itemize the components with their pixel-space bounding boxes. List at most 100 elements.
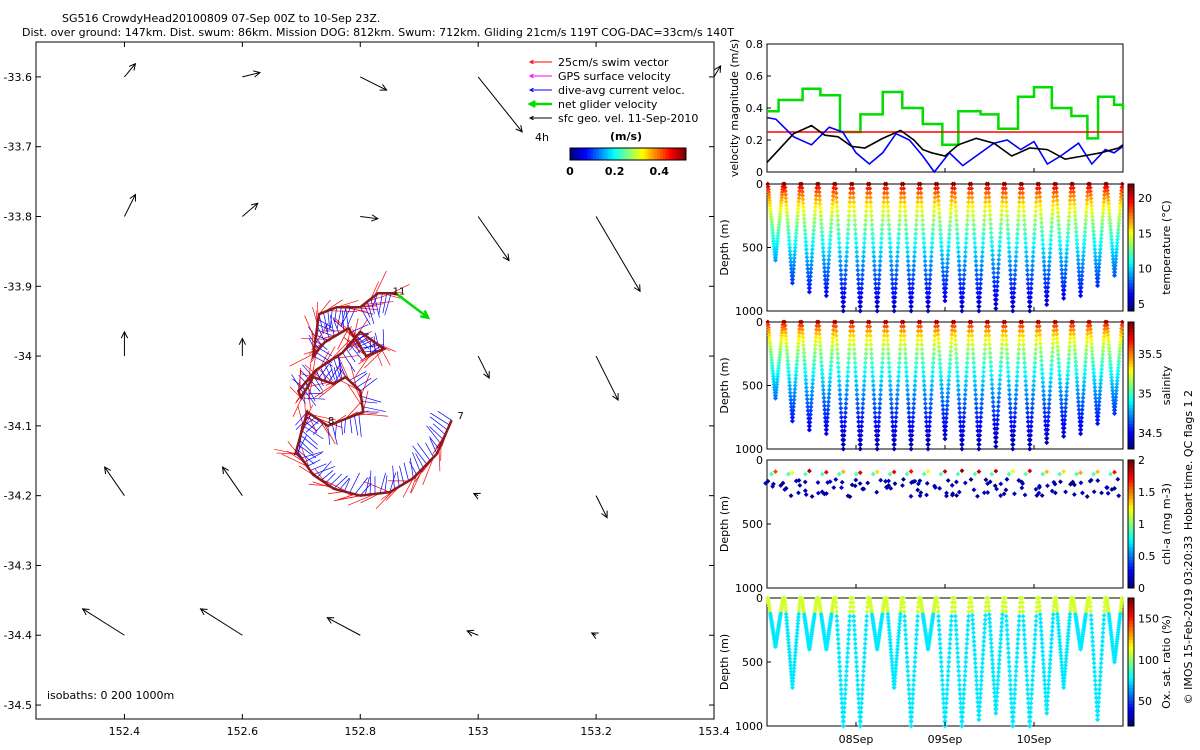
- profile-sample: [786, 369, 792, 374]
- profile-sample: [991, 266, 996, 271]
- profile-colorbar-cell: [1128, 543, 1134, 547]
- profile-sample: [1100, 345, 1106, 350]
- profile-sample: [825, 407, 831, 413]
- profile-sample: [790, 277, 796, 282]
- profile-sample: [1095, 413, 1101, 419]
- profile-sample: [785, 216, 790, 222]
- profile-sample: [1073, 363, 1079, 369]
- profile-sample: [911, 401, 917, 407]
- map-ytick-label: -33.7: [4, 141, 32, 154]
- profile-sample: [936, 618, 942, 624]
- profile-sample: [909, 709, 915, 715]
- profile-sample: [1078, 646, 1084, 652]
- dive-avg-current-vector: [340, 307, 347, 328]
- profile-sample: [1115, 627, 1121, 633]
- profile-sample: [855, 414, 861, 420]
- sfc-geo-vel-arrow: [477, 355, 490, 379]
- profile-colorbar-tick: 100: [1138, 654, 1159, 667]
- dive-avg-current-vector: [389, 472, 397, 493]
- profile-sample: [847, 613, 853, 619]
- profile-sample: [836, 655, 842, 660]
- map-xtick-label: 153: [468, 725, 489, 738]
- profile-sample: [801, 354, 807, 360]
- profile-sample: [863, 217, 869, 223]
- profile-colorbar-cell: [1128, 674, 1134, 679]
- profile-sample: [846, 346, 852, 352]
- profile-colorbar-cell: [1128, 196, 1134, 201]
- profile-sample: [828, 225, 834, 231]
- profile-sample: [986, 607, 992, 613]
- profile-sample: [1045, 483, 1050, 489]
- profile-sample: [921, 236, 927, 241]
- profile-sample: [1051, 328, 1057, 334]
- profile-sample: [782, 185, 788, 190]
- profile-sample: [1106, 207, 1112, 213]
- profile-sample: [1056, 364, 1062, 370]
- profile-colorbar-cell: [1128, 420, 1134, 425]
- profile-sample: [1109, 378, 1115, 384]
- profile-sample: [975, 493, 980, 499]
- legend-entry: 25cm/s swim vector: [558, 56, 669, 69]
- profile-sample: [787, 656, 793, 662]
- profile-sample: [1011, 294, 1017, 300]
- profile-sample: [857, 446, 863, 452]
- profile-sample: [999, 341, 1005, 347]
- profile-sample: [1002, 181, 1008, 187]
- profile-sample: [847, 333, 853, 339]
- profile-sample: [850, 324, 856, 329]
- profile-sample: [1019, 595, 1025, 601]
- profile-sample: [1039, 493, 1045, 498]
- profile-sample: [837, 254, 843, 259]
- dive-avg-current-vector: [344, 478, 351, 492]
- profile-sample: [844, 383, 850, 388]
- profile-sample: [894, 405, 899, 411]
- profile-sample: [913, 236, 918, 241]
- profile-sample: [962, 480, 968, 486]
- profile-sample: [1059, 267, 1065, 273]
- profile-sample: [852, 636, 858, 642]
- profile-sample: [837, 664, 843, 669]
- profile-sample: [855, 682, 861, 688]
- profile-sample: [1034, 324, 1040, 329]
- profile-sample: [1022, 364, 1028, 370]
- profile-sample: [895, 245, 901, 250]
- profile-sample: [1011, 285, 1017, 291]
- profile-sample: [879, 222, 885, 228]
- profile-sample: [874, 646, 880, 652]
- profile-sample: [1053, 319, 1059, 325]
- profile-sample: [983, 608, 989, 614]
- profile-colorbar-cell: [1128, 257, 1134, 261]
- time-tick-label: 10Sep: [1017, 733, 1052, 746]
- profile-sample: [935, 600, 941, 605]
- profile-sample: [1082, 237, 1087, 243]
- profile-sample: [930, 364, 936, 370]
- profile-sample: [1076, 261, 1081, 267]
- profile-sample: [1013, 396, 1019, 402]
- profile-sample: [918, 190, 924, 196]
- profile-sample: [785, 630, 791, 636]
- profile-sample: [946, 240, 952, 245]
- profile-sample: [959, 442, 965, 447]
- profile-sample: [778, 206, 784, 211]
- sfc-geo-vel-arrow-head: [502, 253, 510, 262]
- profile-sample: [1105, 329, 1111, 335]
- profile-colorbar-cell: [1128, 385, 1134, 390]
- profile-sample: [946, 650, 952, 656]
- profile-sample: [935, 327, 941, 333]
- profile-sample: [1100, 214, 1106, 220]
- profile-sample: [1040, 375, 1046, 381]
- profile-sample: [997, 381, 1003, 387]
- profile-sample: [1066, 624, 1072, 630]
- profile-sample: [1028, 709, 1033, 715]
- profile-sample: [964, 636, 970, 642]
- profile-sample: [801, 350, 807, 356]
- profile-sample: [792, 659, 798, 665]
- profile-sample: [804, 392, 810, 398]
- profile-sample: [773, 395, 778, 401]
- profile-sample: [936, 623, 942, 628]
- profile-sample: [953, 627, 959, 633]
- profile-sample: [834, 204, 840, 210]
- profile-sample: [989, 248, 995, 254]
- swim-vector: [306, 411, 318, 434]
- profile-sample: [1088, 334, 1094, 339]
